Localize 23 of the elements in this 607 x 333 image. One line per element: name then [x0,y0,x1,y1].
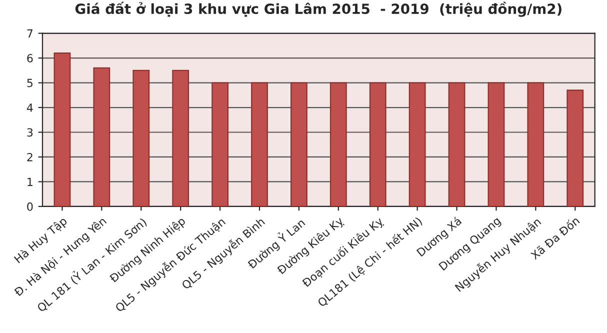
y-tick-label: 2 [27,152,32,162]
bar [566,90,584,206]
bar [212,82,228,206]
y-tick-label: 5 [27,78,32,88]
bar [93,67,110,206]
bar [290,82,308,206]
bar [132,70,150,206]
chart-title: Giá đất ở loại 3 khu vực Gia Lâm 2015 - 2019 (triệu đồng/m2) [75,2,562,17]
bar [330,82,347,206]
bar [54,52,71,206]
bar [488,82,505,206]
y-tick-label: 0 [27,202,33,211]
bar [251,82,268,206]
y-tick-label: 7 [27,29,33,38]
y-tick-label: 4 [26,104,33,112]
y-tick-label: 3 [27,128,33,137]
bar [369,82,386,206]
bar [448,82,466,206]
y-tick-label: 1 [28,178,32,186]
y-tick-label: 6 [27,54,33,62]
bar [408,82,426,206]
bar [527,82,544,206]
bar [172,70,190,206]
